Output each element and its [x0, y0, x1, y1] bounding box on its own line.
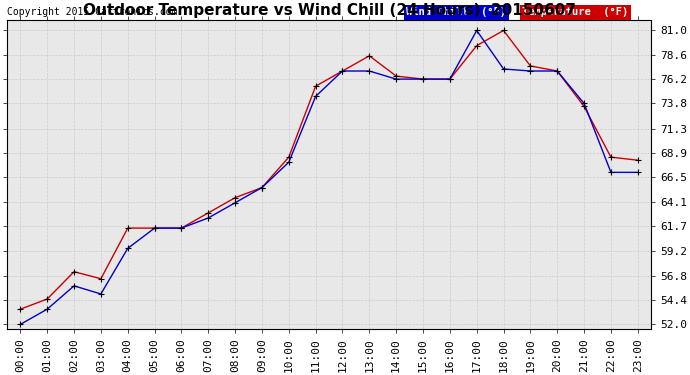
- Text: Wind Chill  (°F): Wind Chill (°F): [406, 7, 506, 17]
- Text: Copyright 2015 Cartronics.com: Copyright 2015 Cartronics.com: [7, 7, 177, 17]
- Text: Temperature  (°F): Temperature (°F): [522, 7, 629, 17]
- Title: Outdoor Temperature vs Wind Chill (24 Hours)  20150607: Outdoor Temperature vs Wind Chill (24 Ho…: [83, 3, 575, 18]
